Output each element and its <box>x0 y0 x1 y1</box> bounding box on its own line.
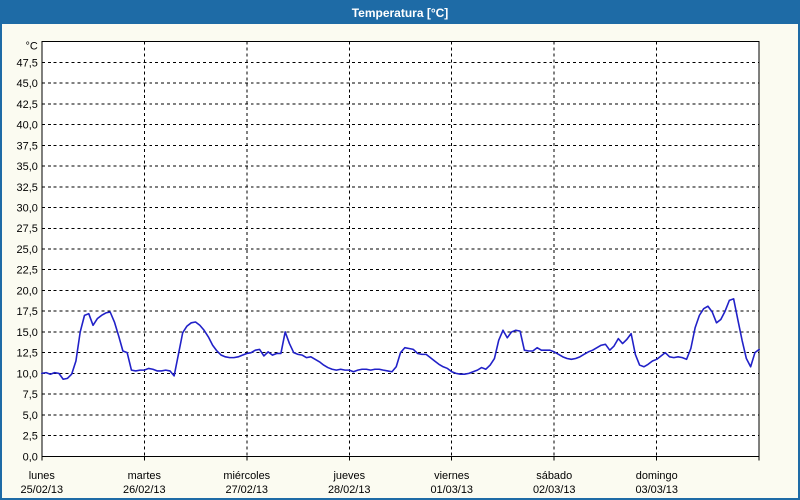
y-tick-label: 47,5 <box>17 57 38 69</box>
y-tick-label: 2,5 <box>23 431 38 443</box>
temperature-line <box>41 298 760 381</box>
day-label: martes <box>128 470 162 482</box>
date-label: 03/03/13 <box>635 484 678 496</box>
y-tick-label: 20,0 <box>17 285 38 297</box>
day-label: miércoles <box>223 470 270 482</box>
date-label: 02/03/13 <box>533 484 576 496</box>
date-label: 01/03/13 <box>430 484 473 496</box>
chart-title-bar: Temperatura [°C] <box>2 2 798 24</box>
y-tick-label: 17,5 <box>17 306 38 318</box>
y-tick-label: 12,5 <box>17 348 38 360</box>
chart-title: Temperatura [°C] <box>351 6 449 20</box>
y-tick-label: 42,5 <box>17 99 38 111</box>
y-tick-label: 40,0 <box>17 120 38 132</box>
day-label: jueves <box>332 470 365 482</box>
y-tick-label: 32,5 <box>17 182 38 194</box>
date-label: 25/02/13 <box>21 484 64 496</box>
day-label: viernes <box>434 470 470 482</box>
y-tick-label: 10,0 <box>17 368 38 380</box>
y-tick-label: 45,0 <box>17 78 38 90</box>
day-label: lunes <box>29 470 56 482</box>
day-label: domingo <box>636 470 678 482</box>
y-axis-unit-label: °C <box>26 41 38 53</box>
date-label: 26/02/13 <box>123 484 166 496</box>
y-tick-label: 15,0 <box>17 327 38 339</box>
y-tick-label: 35,0 <box>17 161 38 173</box>
date-label: 27/02/13 <box>226 484 269 496</box>
y-tick-label: 30,0 <box>17 203 38 215</box>
y-tick-label: 22,5 <box>17 265 38 277</box>
plot-frame <box>41 41 760 457</box>
day-label: sábado <box>536 470 572 482</box>
y-tick-label: 7,5 <box>23 389 38 401</box>
y-tick-label: 37,5 <box>17 140 38 152</box>
y-tick-label: 27,5 <box>17 223 38 235</box>
y-tick-label: 5,0 <box>23 410 38 422</box>
y-tick-label: 0,0 <box>23 451 38 463</box>
y-tick-label: 25,0 <box>17 244 38 256</box>
date-label: 28/02/13 <box>328 484 371 496</box>
